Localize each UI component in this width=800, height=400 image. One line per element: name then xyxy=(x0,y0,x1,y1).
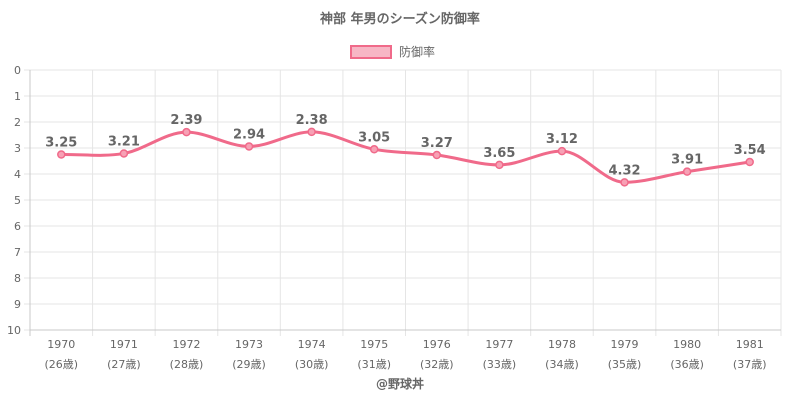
data-point[interactable] xyxy=(557,146,567,156)
x-tick-sublabel: (35歳) xyxy=(608,358,642,371)
y-tick-label: 2 xyxy=(14,116,21,129)
x-tick-sublabel: (30歳) xyxy=(295,358,329,371)
chart-title: 神部 年男のシーズン防御率 xyxy=(320,11,480,27)
data-label: 3.12 xyxy=(546,132,578,147)
x-tick-sublabel: (36歳) xyxy=(670,358,704,371)
x-tick-label: 1979 xyxy=(611,338,639,351)
y-tick-label: 0 xyxy=(14,64,21,77)
data-label: 2.39 xyxy=(170,113,202,128)
credit-text: @野球丼 xyxy=(376,376,424,391)
x-tick-label: 1976 xyxy=(423,338,451,351)
legend-swatch xyxy=(350,45,392,59)
data-labels: 3.25 3.21 2.39 2.94 2.38 3.05 3.27 3.65 3.12 4.32… xyxy=(45,113,765,178)
data-point[interactable] xyxy=(182,127,191,137)
x-tick-label: 1974 xyxy=(298,338,326,351)
data-point[interactable] xyxy=(57,150,66,159)
y-tick-label: 1 xyxy=(14,90,21,103)
x-tick-label: 1971 xyxy=(110,338,138,351)
y-tick-label: 5 xyxy=(14,194,21,207)
data-label: 3.91 xyxy=(671,153,703,168)
x-tick-label: 1975 xyxy=(360,338,388,351)
y-tick-label: 4 xyxy=(14,168,21,181)
data-label: 3.21 xyxy=(108,134,140,149)
x-tick-label: 1972 xyxy=(172,338,200,351)
x-tick-label: 1978 xyxy=(548,338,576,351)
x-axis: 1970 (26歳) 1971 (27歳) 1972 (28歳) 1973 (29歳) 1974… xyxy=(44,338,766,371)
legend[interactable]: 防御率 xyxy=(350,44,435,59)
y-tick-label: 10 xyxy=(7,324,21,337)
grid xyxy=(24,69,782,336)
x-tick-sublabel: (32歳) xyxy=(420,358,454,371)
data-label: 2.94 xyxy=(233,127,265,142)
data-label: 3.25 xyxy=(45,136,77,151)
y-axis: 0 1 2 3 4 5 6 7 8 9 10 xyxy=(7,64,21,337)
x-tick-sublabel: (34歳) xyxy=(545,358,579,371)
data-point[interactable] xyxy=(307,127,316,137)
data-point[interactable] xyxy=(495,160,504,170)
data-point[interactable] xyxy=(369,145,379,154)
data-point[interactable] xyxy=(620,178,629,187)
x-tick-sublabel: (31歳) xyxy=(357,358,391,371)
y-tick-label: 8 xyxy=(14,272,21,285)
data-label: 2.38 xyxy=(296,113,328,128)
y-tick-label: 6 xyxy=(14,220,21,233)
x-tick-sublabel: (29歳) xyxy=(232,358,266,371)
data-point[interactable] xyxy=(745,157,754,167)
x-tick-sublabel: (33歳) xyxy=(483,358,517,371)
x-tick-label: 1981 xyxy=(736,338,764,351)
x-tick-sublabel: (27歳) xyxy=(107,358,141,371)
y-tick-label: 9 xyxy=(14,298,21,311)
y-tick-label: 3 xyxy=(14,142,21,155)
data-point[interactable] xyxy=(244,142,254,151)
x-tick-sublabel: (26歳) xyxy=(44,358,78,371)
x-tick-sublabel: (28歳) xyxy=(170,358,204,371)
data-label: 3.05 xyxy=(358,130,390,145)
legend-label: 防御率 xyxy=(399,44,435,59)
y-tick-label: 7 xyxy=(14,246,21,259)
x-tick-label: 1977 xyxy=(485,338,513,351)
data-label: 4.32 xyxy=(609,163,641,178)
data-point[interactable] xyxy=(432,150,442,160)
x-tick-label: 1973 xyxy=(235,338,263,351)
x-tick-label: 1980 xyxy=(673,338,701,351)
data-label: 3.27 xyxy=(421,136,453,151)
data-label: 3.54 xyxy=(734,143,766,158)
data-label: 3.65 xyxy=(483,146,515,161)
data-points xyxy=(57,127,754,187)
data-point[interactable] xyxy=(119,149,129,158)
data-point[interactable] xyxy=(682,167,692,176)
x-tick-sublabel: (37歳) xyxy=(733,358,767,371)
x-tick-label: 1970 xyxy=(47,338,75,351)
